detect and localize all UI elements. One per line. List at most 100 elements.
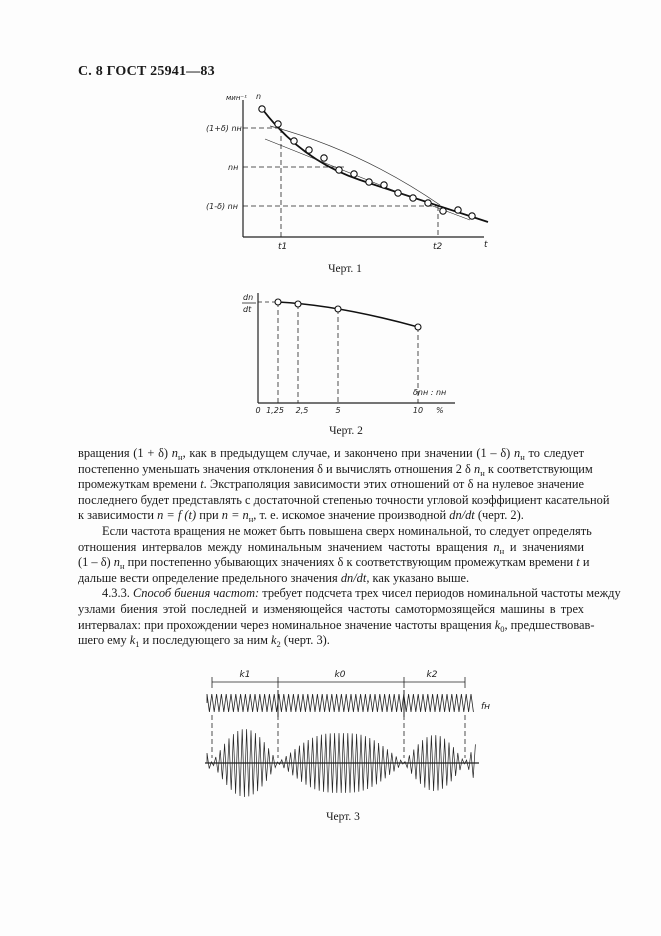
fig2-data-point [274,298,282,306]
fig1-t1-label: t1 [278,242,287,252]
text-run: , предшествовав- [504,617,595,632]
fig1-tangent-line-2 [429,204,471,221]
text-line: к зависимости n = f (t) при n = nн, т. е… [78,508,584,524]
text-run: то следует [524,446,584,460]
fig2-x-label: δnн : nн [413,388,446,397]
text-line: интервалах: при прохождении через номина… [78,617,595,634]
text-line: шего ему k1 и последующего за ним k2 (че… [78,633,584,649]
fig2-data-point [334,305,342,313]
fig2-tick-label: 5 [335,406,340,415]
fig3-nominal-signal [206,693,474,713]
fig2-unit-label: % [436,406,444,415]
subscript: 1 [135,639,140,650]
text-run: к соответствующим [484,461,593,476]
text-run: отношения интервалов между номинальным з… [78,539,494,554]
text-run: (черт. 2). [474,508,524,523]
fig3-interval-label: k1 [240,670,251,680]
text-run: вращения (1 + δ) [78,446,172,460]
text-run: и значениями [504,539,584,554]
fig1-data-point [258,105,266,113]
italic-run: Способ биения частот: [132,586,260,601]
fig1-data-point [439,207,447,215]
text-run: , как указано выше. [366,570,470,585]
fig1-label-lower: (1-δ) nн [206,202,238,211]
fig2-tick-label: 0 [255,406,260,415]
text-run: , т. е. искомое значение производной [253,508,450,523]
subscript: н [480,467,485,478]
fig1-data-point [365,178,373,186]
text-line: (1 – δ) nн при постепенно убывающих знач… [78,555,589,572]
text-run: интервалах: при прохождении через номина… [78,617,495,632]
subscript: н [520,452,525,462]
italic-run: k [271,633,277,648]
text-line: последнего будет представлять с достаточ… [78,493,609,509]
fig1-data-point [424,199,432,207]
fig1-data-point [454,206,462,214]
fig2-tick-label: 10 [413,406,423,415]
italic-run: dn/dt [449,508,475,523]
fig1-x-label: t [484,240,488,250]
subscript: н [499,545,505,556]
fig2-tick-label: 2,5 [296,406,309,415]
text-run: . Экстраполяция зависимости этих отношен… [203,477,584,492]
fig1-data-point [335,166,343,174]
body-text: вращения (1 + δ) nн, как в предыдущем сл… [78,446,621,649]
fig1-data-point [274,120,282,128]
text-run: к зависимости [78,508,158,523]
text-run: узлами биения этой последней и изменяюще… [78,601,584,616]
italic-run: n [514,446,521,460]
text-run: и [579,555,590,570]
text-run: (1 – δ) [78,555,114,570]
italic-run: n [171,446,178,460]
text-run: при постепенно убывающих значениях δ к с… [124,555,577,570]
italic-run: n [113,555,120,570]
fig1-unit-label: мин⁻¹ [226,94,247,102]
italic-run: t [200,477,204,492]
fig1-data-point [320,154,328,162]
italic-run: k [129,633,136,648]
subscript: н [119,561,125,572]
text-run: и последующего за ним [139,633,272,648]
text-run: 4.3.3. [102,586,133,601]
fig3-interval-label: k2 [427,670,438,680]
italic-run: n [493,539,500,554]
page-header: С. 8 ГОСТ 25941—83 [78,64,215,79]
text-line: вращения (1 + δ) nн, как в предыдущем сл… [78,446,584,462]
figure2-caption: Черт. 2 [329,425,363,437]
text-line: дальше вести определение предельного зна… [78,571,584,587]
fig1-data-point [350,170,358,178]
subscript: н [248,514,254,525]
fig2-curve [277,301,419,328]
fig1-data-point [468,212,476,220]
fig2-tick-label: 1,25 [266,406,284,415]
fig1-t2-label: t2 [433,242,443,252]
text-run: постепенно уменьшать значения отклонения… [78,461,474,476]
text-run: дальше вести определение предельного зна… [78,570,341,585]
text-line: постепенно уменьшать значения отклонения… [78,461,593,478]
subscript: 0 [500,623,505,634]
italic-run: dn/dt [340,570,367,585]
fig3-signal-label: fн [481,702,490,712]
text-run: последнего будет представлять с достаточ… [78,492,610,507]
subscript: 2 [276,639,281,650]
italic-run: k [494,617,501,632]
text-run: (черт. 3). [280,633,330,648]
fig1-data-point [305,146,313,154]
text-run: при [196,508,222,523]
text-line: отношения интервалов между номинальным з… [78,540,584,556]
fig1-data-point [409,194,417,202]
text-line: Если частота вращения не может быть повы… [78,524,592,540]
fig2-y-label-num: dn [243,293,253,302]
fig1-y-label: n [256,92,261,101]
fig1-curve [259,105,489,223]
fig3-beat-signal [206,729,476,798]
fig2-y-label-den: dt [243,305,252,314]
text-line: промежуткам времени t. Экстраполяция зав… [78,477,584,493]
fig1-label-upper: (1+δ) nн [206,124,242,133]
text-run: Если частота вращения не может быть повы… [102,523,592,538]
italic-run: n = n [221,508,249,523]
text-run: шего ему [78,633,130,648]
subscript: н [178,452,183,462]
